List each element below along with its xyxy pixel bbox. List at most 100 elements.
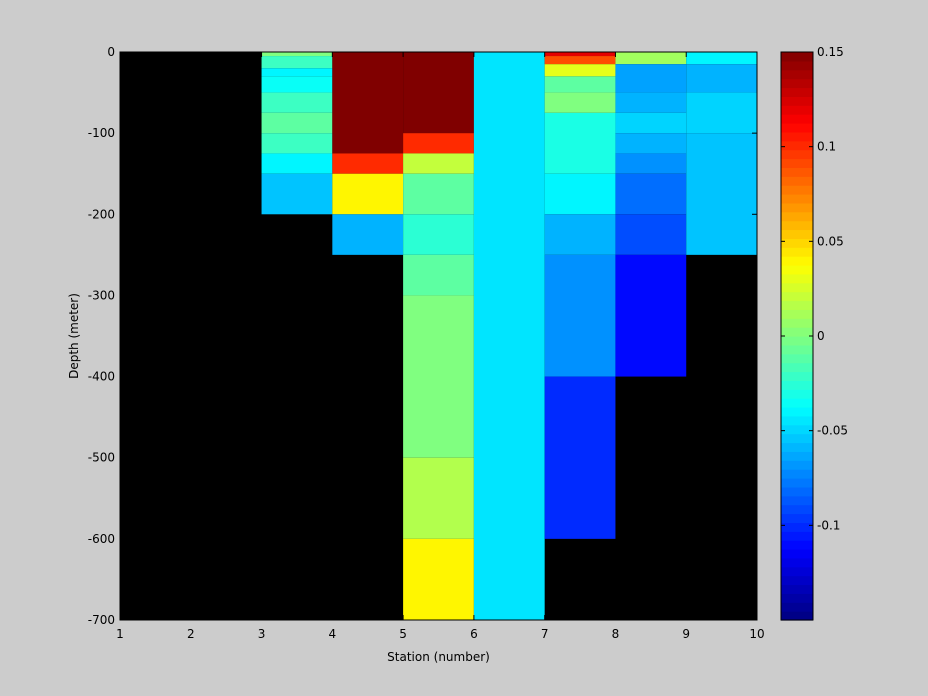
heatmap-cell (261, 133, 333, 154)
y-axis-label: Depth (meter) (67, 293, 81, 379)
colorbar-segment (781, 602, 813, 612)
heatmap-cell (403, 457, 474, 539)
colorbar-segment (781, 282, 813, 293)
heatmap-cell (403, 153, 474, 174)
colorbar-segment (781, 149, 813, 160)
heatmap-cell (332, 214, 404, 255)
y-tick-label: -500 (88, 451, 115, 465)
y-axis: 0 -100 -200 -300 -400 -500 -600 -700 (88, 45, 757, 627)
colorbar-segment (781, 336, 813, 346)
x-tick-label: 3 (258, 627, 266, 641)
colorbar-ticks: 0.15 0.1 0.05 0 -0.05 -0.1 (781, 45, 848, 532)
heatmap-cells (261, 52, 757, 620)
colorbar-segment (781, 123, 813, 133)
colorbar-segment (781, 442, 813, 452)
heatmap-cell (615, 64, 687, 93)
heatmap-cell (403, 214, 474, 255)
colorbar-segment (781, 566, 813, 577)
colorbar-segment (781, 522, 813, 532)
colorbar-tick-label: 0 (817, 329, 825, 343)
colorbar-segment (781, 451, 813, 461)
colorbar-tick-label: -0.05 (817, 424, 848, 438)
heatmap-cell (403, 295, 474, 458)
heatmap-cell (261, 112, 333, 134)
colorbar-segment (781, 273, 813, 284)
x-axis: 1 2 3 4 5 6 7 8 9 10 (116, 52, 765, 641)
x-tick-label: 5 (399, 627, 407, 641)
colorbar-segment (781, 433, 813, 444)
heatmap-cell (261, 56, 333, 69)
heatmap-cell (403, 254, 474, 296)
colorbar-segment (781, 424, 813, 435)
colorbar-segment (781, 460, 813, 470)
heatmap-cell (615, 92, 687, 113)
colorbar-segment (781, 87, 813, 97)
heatmap-cell (544, 76, 616, 93)
x-tick-label: 6 (470, 627, 478, 641)
heatmap-cell (544, 92, 616, 113)
heatmap-cell (332, 153, 404, 174)
colorbar-segment (781, 611, 813, 621)
heatmap-cell (615, 153, 687, 174)
heatmap-cell (403, 538, 474, 620)
colorbar-segment (781, 247, 813, 257)
colorbar-segment (781, 176, 813, 186)
colorbar-segment (781, 398, 813, 408)
y-tick-label: 0 (107, 45, 115, 59)
heatmap-cell (615, 112, 687, 134)
colorbar-segment (781, 415, 813, 426)
colorbar-segment (781, 495, 813, 506)
heatmap-cell (686, 92, 757, 134)
heatmap-cell (544, 173, 616, 215)
colorbar-segment (781, 211, 813, 222)
heatmap-cell (615, 133, 687, 154)
colorbar-segment (781, 105, 813, 115)
colorbar-segment (781, 327, 813, 337)
heatmap-cell (403, 52, 474, 134)
colorbar-segment (781, 291, 813, 302)
x-tick-label: 7 (541, 627, 549, 641)
colorbar-segment (781, 265, 813, 275)
x-tick-label: 10 (749, 627, 764, 641)
x-tick-label: 4 (329, 627, 337, 641)
heatmap-cell (544, 214, 616, 255)
colorbar-segment (781, 371, 813, 381)
heatmap-cell (544, 56, 616, 65)
heatmap-cell (615, 173, 687, 215)
heatmap-cell (332, 173, 404, 215)
plot-frame (119, 51, 758, 621)
y-tick-label: -600 (88, 532, 115, 546)
heatmap-cell (544, 52, 616, 57)
colorbar-segment (781, 469, 813, 479)
x-axis-label: Station (number) (387, 650, 490, 664)
colorbar-tick-label: 0.15 (817, 45, 844, 59)
y-tick-label: -300 (88, 288, 115, 302)
colorbar-segment (781, 478, 813, 488)
colorbar-segment (781, 256, 813, 266)
colorbar-segment (781, 140, 813, 151)
heatmap-cell (686, 133, 757, 255)
colorbar-segment (781, 540, 813, 550)
colorbar-segment (781, 584, 813, 594)
colorbar-segment (781, 318, 813, 328)
colorbar-segment (781, 114, 813, 124)
heatmap-cell (615, 52, 687, 65)
y-tick-label: -100 (88, 126, 115, 140)
heatmap-cell (261, 92, 333, 113)
colorbar-segment (781, 531, 813, 541)
heatmap-cell (332, 52, 404, 154)
colorbar-tick-label: 0.1 (817, 140, 836, 154)
heatmap-cell (261, 76, 333, 93)
heatmap-cell (403, 173, 474, 215)
colorbar-segment (781, 185, 813, 195)
colorbar-tick-label: 0.05 (817, 234, 844, 248)
colorbar-segment (781, 353, 813, 364)
heatmap-cell (261, 153, 333, 174)
colorbar-segment (781, 513, 813, 523)
heatmap-cell (473, 52, 545, 620)
colorbar-segment (781, 202, 813, 213)
colorbar-segment (781, 300, 813, 310)
colorbar-segment (781, 229, 813, 239)
y-tick-label: -400 (88, 370, 115, 384)
